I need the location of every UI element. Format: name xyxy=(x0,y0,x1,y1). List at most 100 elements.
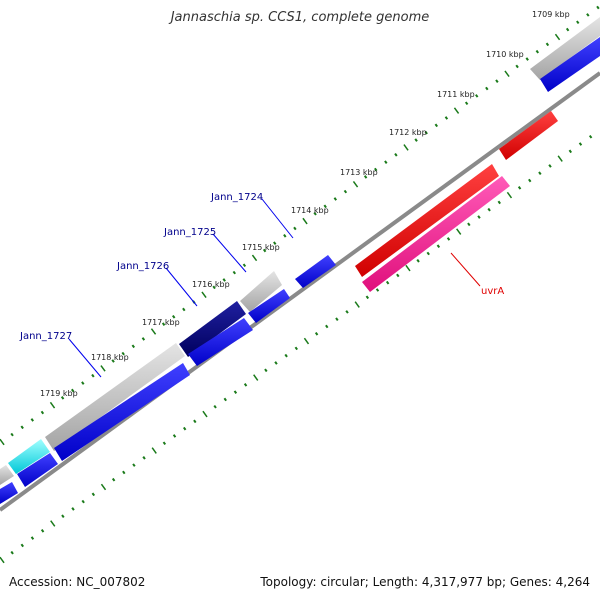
major-tick xyxy=(0,438,5,446)
leader-line-jann-1727 xyxy=(68,338,102,378)
minor-tick xyxy=(375,288,380,292)
major-tick xyxy=(50,520,56,527)
minor-tick xyxy=(444,116,449,120)
minor-tick xyxy=(525,57,529,61)
major-tick xyxy=(49,401,56,409)
minor-tick xyxy=(242,263,247,268)
major-tick xyxy=(403,144,409,151)
minor-tick xyxy=(284,353,288,358)
minor-tick xyxy=(426,251,430,256)
major-tick xyxy=(504,70,510,78)
minor-tick xyxy=(565,27,570,32)
minor-tick xyxy=(374,167,378,172)
minor-tick xyxy=(273,241,277,245)
cds-pink-uvra xyxy=(362,176,510,292)
major-tick xyxy=(405,264,411,272)
accession-text: Accession: NC_007802 xyxy=(9,575,146,589)
minor-tick xyxy=(446,237,451,241)
cds-gray-large xyxy=(45,343,185,451)
major-tick xyxy=(100,365,106,372)
gene-label-jann-1724[interactable]: Jann_1724 xyxy=(210,192,263,203)
minor-tick xyxy=(586,13,590,17)
major-tick xyxy=(253,374,259,381)
cds-gray-top-right xyxy=(530,17,600,80)
tick-label-1717: 1717 kbp xyxy=(142,318,180,327)
leader-line-uvra xyxy=(450,252,481,287)
minor-tick xyxy=(517,186,522,190)
minor-tick xyxy=(243,383,248,387)
major-tick xyxy=(201,291,207,298)
minor-tick xyxy=(122,470,126,475)
minor-tick xyxy=(588,134,593,139)
minor-tick xyxy=(538,171,542,176)
genome-summary-text: Topology: circular; Length: 4,317,977 bp… xyxy=(260,575,590,589)
backbone-line xyxy=(0,71,600,512)
minor-tick xyxy=(515,64,519,69)
minor-tick xyxy=(396,273,400,278)
minor-tick xyxy=(578,142,583,146)
minor-tick xyxy=(142,456,146,460)
gene-label-jann-1725[interactable]: Jann_1725 xyxy=(163,227,216,238)
gene-label-jann-1726[interactable]: Jann_1726 xyxy=(116,261,169,272)
minor-tick xyxy=(212,285,216,290)
minor-tick xyxy=(182,307,186,312)
minor-tick xyxy=(182,426,187,431)
major-tick xyxy=(352,180,359,188)
gene-label-uvra[interactable]: uvrA xyxy=(481,286,504,297)
minor-tick xyxy=(213,404,217,409)
major-tick xyxy=(100,483,107,491)
tick-label-1719: 1719 kbp xyxy=(40,389,78,398)
minor-tick xyxy=(343,189,348,194)
minor-tick xyxy=(384,160,388,164)
tick-label-1712: 1712 kbp xyxy=(389,128,427,137)
cds-blue-3 xyxy=(188,318,253,366)
tick-label-1713: 1713 kbp xyxy=(340,168,378,177)
gene-callouts[interactable]: Jann_1724 Jann_1725 Jann_1726 Jann_1727 … xyxy=(19,192,504,378)
major-tick xyxy=(150,328,157,335)
minor-tick xyxy=(223,397,227,402)
major-tick xyxy=(506,191,513,199)
inner-tick-track xyxy=(0,134,593,564)
minor-tick xyxy=(20,425,24,430)
minor-tick xyxy=(274,361,278,365)
minor-tick xyxy=(131,344,135,349)
minor-tick xyxy=(434,123,439,128)
minor-tick xyxy=(528,178,532,183)
cds-blue-left-edge xyxy=(0,482,18,504)
minor-tick xyxy=(81,499,85,504)
major-tick xyxy=(557,155,563,162)
minor-tick xyxy=(436,244,441,249)
minor-tick xyxy=(475,94,479,98)
minor-tick xyxy=(91,373,95,378)
minor-tick xyxy=(568,149,573,154)
minor-tick xyxy=(61,514,65,519)
minor-tick xyxy=(232,270,237,275)
cds-blue-jann-1724 xyxy=(295,255,336,288)
tick-label-1715: 1715 kbp xyxy=(242,243,280,252)
reverse-genes xyxy=(0,37,600,504)
minor-tick xyxy=(416,258,420,263)
minor-tick xyxy=(40,529,45,533)
minor-tick xyxy=(333,197,338,201)
gene-label-jann-1727[interactable]: Jann_1727 xyxy=(19,331,72,342)
minor-tick xyxy=(313,211,317,216)
minor-tick xyxy=(495,79,499,83)
cds-cyan xyxy=(8,439,50,474)
tick-label-1711: 1711 kbp xyxy=(437,90,475,99)
map-title: Jannaschia sp. CCS1, complete genome xyxy=(170,10,430,25)
major-tick xyxy=(456,228,462,235)
minor-tick xyxy=(293,226,297,231)
minor-tick xyxy=(111,477,116,482)
minor-tick xyxy=(193,419,197,424)
forward-genes xyxy=(0,17,600,485)
minor-tick xyxy=(132,463,136,467)
major-tick xyxy=(0,556,5,564)
major-tick xyxy=(251,254,258,262)
minor-tick xyxy=(111,359,115,363)
tick-label-1710: 1710 kbp xyxy=(486,50,524,59)
outer-tick-track xyxy=(0,5,600,446)
minor-tick xyxy=(394,152,398,157)
minor-tick xyxy=(283,234,287,238)
tick-label-1718: 1718 kbp xyxy=(91,353,129,362)
minor-tick xyxy=(172,434,177,438)
